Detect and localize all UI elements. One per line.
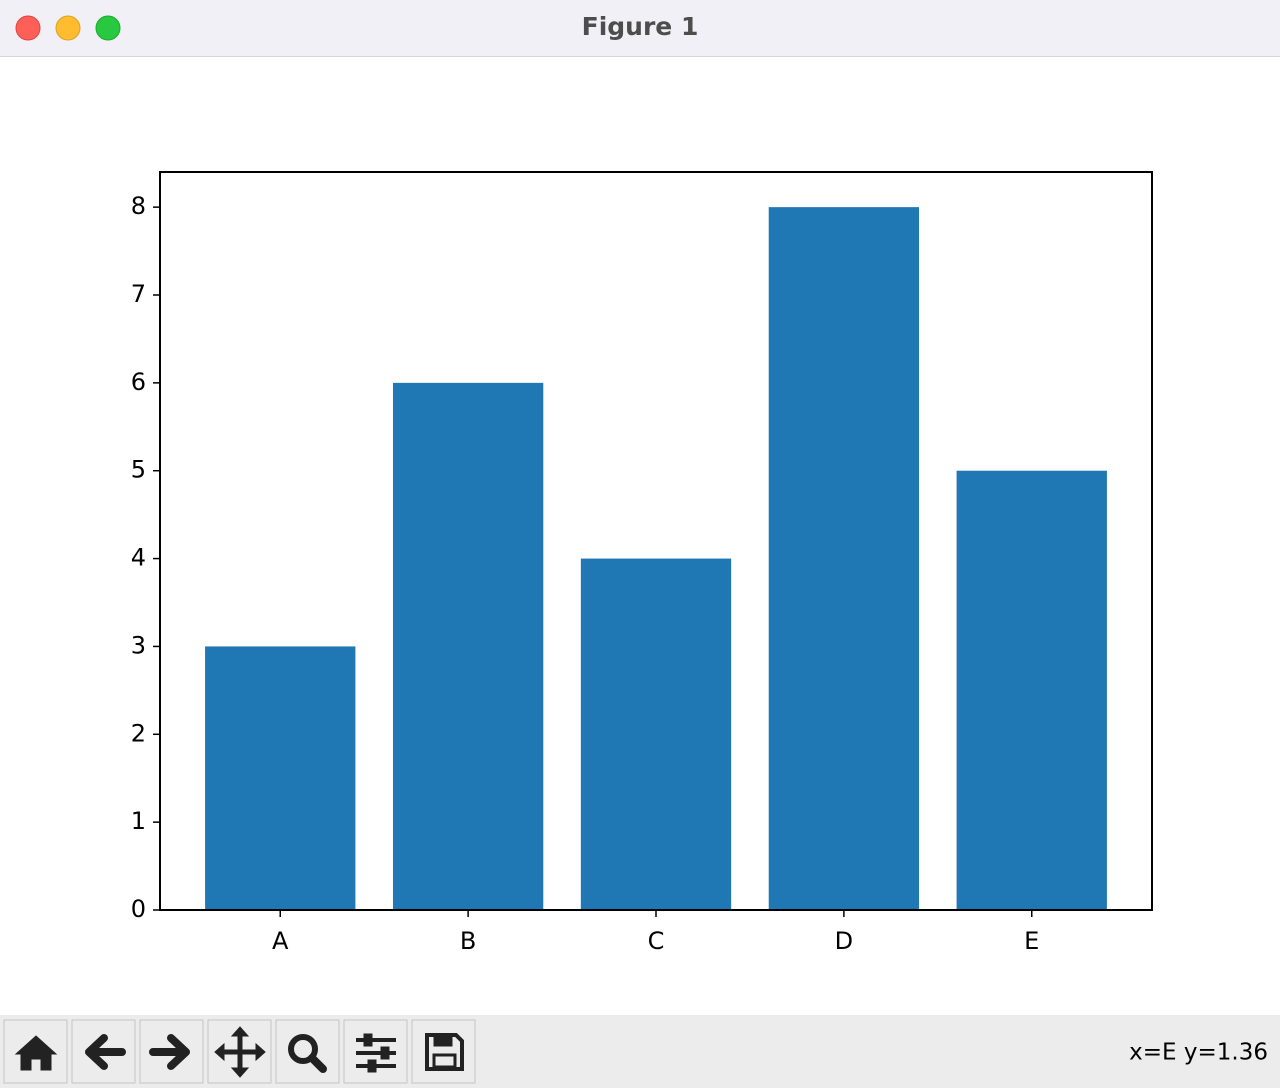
slider-knob — [367, 1059, 377, 1073]
save-icon — [425, 1033, 464, 1071]
y-tick-label: 4 — [131, 544, 146, 572]
window-title: Figure 1 — [582, 12, 699, 41]
back-icon — [85, 1034, 126, 1070]
pan-arrows — [214, 1026, 266, 1078]
pan-icon — [218, 1030, 262, 1074]
y-tick-label: 5 — [131, 456, 146, 484]
save-icon-label — [433, 1036, 453, 1047]
zoom-icon — [288, 1034, 318, 1064]
forward-button[interactable] — [139, 1019, 204, 1084]
bar — [956, 470, 1107, 910]
y-tick-label: 7 — [131, 280, 146, 308]
y-tick-label: 8 — [131, 192, 146, 220]
axes-frame — [159, 171, 1153, 911]
plot: 0 1 2 3 4 5 6 7 8 A B C D E — [131, 171, 1153, 955]
y-tick-label: 6 — [131, 368, 146, 396]
y-tick-label: 1 — [131, 807, 146, 835]
title-bar — [0, 0, 1280, 56]
y-tick-label: 2 — [131, 719, 146, 747]
zoom-button[interactable] — [95, 15, 121, 41]
bar — [580, 558, 732, 910]
slider-knob — [363, 1033, 373, 1047]
close-button[interactable] — [15, 15, 41, 41]
save-icon-slot — [432, 1053, 457, 1069]
forward-icon — [149, 1034, 190, 1070]
home-button[interactable] — [3, 1019, 68, 1084]
x-tick-label: E — [1024, 927, 1039, 955]
x-tick-label: D — [835, 927, 853, 955]
pan-button[interactable] — [207, 1019, 272, 1084]
x-tick-label: A — [272, 927, 289, 955]
zoom-tool-button[interactable] — [275, 1019, 340, 1084]
save-button[interactable] — [411, 1019, 476, 1084]
x-tick-label: C — [648, 927, 665, 955]
back-button[interactable] — [71, 1019, 136, 1084]
status-text: x=E y=1.36 — [1129, 1040, 1268, 1066]
y-tick-label: 3 — [131, 631, 146, 659]
bar — [392, 382, 544, 910]
button-frame[interactable] — [275, 1019, 340, 1084]
minimize-button[interactable] — [55, 15, 81, 41]
x-tick-label: B — [460, 927, 476, 955]
bar — [205, 646, 356, 910]
bar — [768, 207, 920, 911]
y-tick-label: 0 — [131, 895, 146, 923]
zoom-handle — [308, 1054, 327, 1073]
slider-knob — [380, 1046, 390, 1060]
configure-button[interactable] — [343, 1019, 408, 1084]
button-frame[interactable] — [411, 1019, 476, 1084]
home-icon — [14, 1035, 58, 1071]
